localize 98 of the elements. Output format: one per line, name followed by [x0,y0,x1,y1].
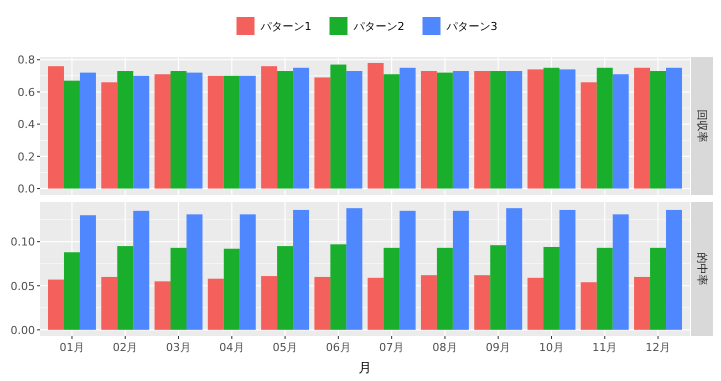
bar [293,68,310,189]
bar [596,248,613,330]
bar [490,71,506,189]
bar [400,210,416,330]
bar [666,210,682,330]
bar [133,76,150,189]
bar [186,214,202,330]
bar [634,68,650,189]
bar [346,71,362,189]
x-tick-label: 04月 [219,341,244,354]
bar [277,246,294,330]
bar [64,80,80,189]
legend-label: パターン2 [352,20,404,33]
x-tick-label: 02月 [112,341,138,354]
bar [506,71,522,189]
bar [543,246,560,330]
y-tick-label: 0.05 [10,280,35,293]
bar [400,68,416,189]
bar [314,276,330,330]
bar [384,74,400,189]
bar [612,74,629,189]
bar [559,69,576,189]
bar [330,64,346,189]
x-tick-label: 01月 [59,341,84,354]
bar [117,71,134,189]
bar [650,248,666,330]
bar [261,66,278,189]
bar [368,62,384,189]
bar [580,282,597,330]
x-tick-label: 11月 [592,341,618,354]
bar [452,210,469,330]
bar [559,210,576,330]
x-tick-label: 08月 [432,341,458,354]
bar [154,281,171,330]
bar [314,77,330,189]
bar [48,280,64,330]
bar [474,71,490,189]
bar [261,276,278,330]
bar [101,276,118,330]
y-tick-label: 0.8 [18,54,35,67]
bar [436,248,453,330]
bar [452,71,469,189]
text: 的中率 [696,252,708,286]
bar [240,76,256,189]
bar [420,275,437,330]
y-tick-label: 0.10 [10,236,35,249]
bar [384,248,400,330]
bar [490,245,506,330]
bar [474,275,490,330]
y-tick-label: 0.2 [18,150,35,164]
bar [612,214,629,330]
bar [528,278,544,330]
bar [596,68,613,189]
bar [368,278,384,330]
bar [277,71,294,189]
bar [506,208,522,330]
legend-label: パターン1 [260,20,312,33]
x-axis-title: 月 [358,361,372,376]
bar [154,74,171,189]
text: 回収率 [696,110,708,142]
bar [208,278,224,330]
y-tick-label: 0.4 [18,118,35,132]
bar [170,71,187,189]
bar [186,72,202,189]
bar [208,76,224,189]
y-tick-label: 0.00 [10,324,35,337]
x-tick-label: 03月 [166,341,192,354]
y-tick-label: 0.6 [18,86,35,99]
bar [133,210,150,330]
bar [224,76,240,189]
bar [80,215,96,330]
bar [48,66,64,189]
bar [170,248,187,330]
legend-label: パターン3 [446,20,498,33]
x-tick-label: 09月 [486,341,511,354]
bar [330,244,346,330]
bar [528,69,544,189]
bar [436,72,453,189]
bar [580,82,597,189]
bar [117,246,134,330]
y-tick-label: 0.0 [18,182,35,196]
x-tick-label: 06月 [326,341,351,354]
bar [650,71,666,189]
x-tick-label: 12月 [646,341,671,354]
x-tick-label: 05月 [272,341,298,354]
bar [293,210,310,330]
bar [666,68,682,189]
bar [224,248,240,330]
bar [80,72,96,189]
x-tick-label: 07月 [379,341,404,354]
bar [64,252,80,330]
x-tick-label: 10月 [538,341,564,354]
bar [346,208,362,330]
bar [420,71,437,189]
bar [240,214,256,330]
bar [543,68,560,189]
bar [101,82,118,189]
bar [634,276,650,330]
